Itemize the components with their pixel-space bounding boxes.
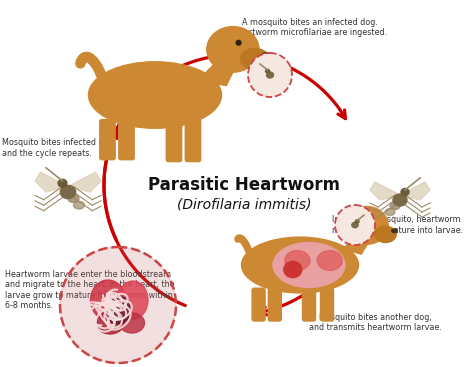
Ellipse shape	[352, 222, 358, 228]
Text: Inside the mosquito, heartworm
microfilariae mature into larvae.: Inside the mosquito, heartworm microfila…	[332, 215, 463, 235]
Text: Mosquito bites infected dog
and the cycle repeats.: Mosquito bites infected dog and the cycl…	[2, 138, 114, 158]
Polygon shape	[35, 172, 68, 192]
Ellipse shape	[353, 224, 357, 226]
Ellipse shape	[118, 281, 148, 319]
Polygon shape	[347, 214, 364, 236]
Polygon shape	[212, 33, 231, 62]
Ellipse shape	[236, 40, 241, 45]
Ellipse shape	[284, 261, 302, 277]
Polygon shape	[370, 182, 400, 200]
Ellipse shape	[272, 79, 278, 83]
Ellipse shape	[105, 296, 131, 324]
Circle shape	[335, 205, 375, 245]
Ellipse shape	[356, 220, 359, 223]
Text: (Dirofilaria immitis): (Dirofilaria immitis)	[177, 198, 311, 212]
Ellipse shape	[119, 313, 145, 333]
Ellipse shape	[392, 229, 397, 233]
Ellipse shape	[257, 65, 265, 76]
Ellipse shape	[58, 179, 67, 187]
Polygon shape	[355, 217, 368, 225]
Ellipse shape	[348, 229, 353, 232]
Ellipse shape	[241, 237, 358, 293]
Ellipse shape	[395, 196, 405, 203]
Ellipse shape	[241, 48, 269, 69]
Ellipse shape	[317, 251, 342, 270]
Ellipse shape	[401, 189, 409, 196]
Ellipse shape	[68, 195, 79, 203]
Polygon shape	[342, 217, 355, 225]
Ellipse shape	[63, 188, 73, 196]
Ellipse shape	[73, 201, 85, 209]
Polygon shape	[343, 236, 370, 254]
Text: A mosquito bites an infected dog.
Heartworm microfilariae are ingested.: A mosquito bites an infected dog. Heartw…	[233, 18, 387, 37]
FancyBboxPatch shape	[252, 288, 265, 321]
Polygon shape	[255, 66, 270, 75]
Ellipse shape	[263, 53, 270, 58]
Circle shape	[60, 247, 176, 363]
Text: Parasitic Heartworm: Parasitic Heartworm	[148, 176, 340, 194]
FancyBboxPatch shape	[119, 120, 134, 160]
Ellipse shape	[207, 26, 259, 72]
Ellipse shape	[88, 62, 221, 128]
Ellipse shape	[60, 185, 76, 199]
Ellipse shape	[266, 72, 273, 78]
Ellipse shape	[345, 207, 388, 244]
Ellipse shape	[375, 226, 396, 243]
Ellipse shape	[96, 312, 124, 334]
Ellipse shape	[273, 243, 345, 287]
FancyBboxPatch shape	[302, 288, 315, 321]
Polygon shape	[270, 66, 285, 75]
Ellipse shape	[393, 194, 407, 206]
Text: Heartworm larvae enter the bloodstream
and migrate to the heart. In the heart, t: Heartworm larvae enter the bloodstream a…	[5, 270, 175, 310]
Polygon shape	[400, 182, 430, 200]
Polygon shape	[68, 172, 101, 192]
Ellipse shape	[390, 203, 400, 210]
Ellipse shape	[285, 251, 310, 270]
FancyBboxPatch shape	[185, 120, 201, 161]
FancyBboxPatch shape	[100, 120, 115, 160]
Ellipse shape	[90, 280, 125, 320]
Ellipse shape	[369, 219, 373, 223]
FancyBboxPatch shape	[166, 120, 182, 161]
Ellipse shape	[265, 69, 270, 73]
Ellipse shape	[351, 226, 355, 229]
Ellipse shape	[268, 73, 272, 77]
FancyBboxPatch shape	[268, 288, 281, 321]
Polygon shape	[198, 62, 236, 86]
FancyBboxPatch shape	[321, 288, 334, 321]
Ellipse shape	[270, 76, 275, 80]
Circle shape	[248, 53, 292, 97]
Text: Mosquito bites another dog,
and transmits heartworm larvae.: Mosquito bites another dog, and transmit…	[308, 313, 441, 332]
Ellipse shape	[385, 208, 395, 215]
